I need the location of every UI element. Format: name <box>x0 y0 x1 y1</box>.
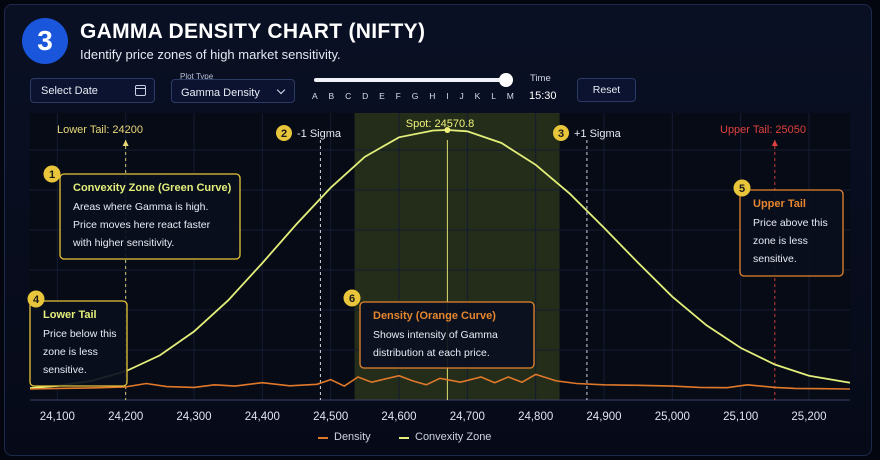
time-slider-handle[interactable] <box>499 73 513 87</box>
legend-convexity-label: Convexity Zone <box>415 431 492 443</box>
slider-tick-c[interactable]: C <box>345 91 352 101</box>
x-tick-label: 24,800 <box>518 411 553 423</box>
reference-label: Spot: 24570.8 <box>406 118 475 130</box>
callout-box <box>29 300 128 387</box>
callout-title: Density (Orange Curve) <box>373 310 496 322</box>
page-subtitle: Identify price zones of high market sens… <box>80 47 341 62</box>
reset-button[interactable]: Reset <box>577 78 636 102</box>
slider-tick-l[interactable]: L <box>491 91 496 101</box>
time-slider-track[interactable] <box>314 78 508 82</box>
callout-box <box>359 301 535 369</box>
callout-badge-number: 1 <box>49 169 55 181</box>
callout-badge <box>343 289 361 307</box>
callout-badge-number: 6 <box>349 293 355 305</box>
callout-badge-number: 5 <box>739 183 745 195</box>
page-title: GAMMA DENSITY CHART (NIFTY) <box>80 20 426 43</box>
callout-line: Price below this <box>43 328 117 340</box>
reference-label: +1 Sigma <box>574 128 622 140</box>
time-value: 15:30 <box>529 90 557 102</box>
slider-tick-b[interactable]: B <box>328 91 335 101</box>
date-picker-input[interactable]: Select Date <box>30 78 155 103</box>
x-tick-label: 24,200 <box>108 411 143 423</box>
callout-line: with higher sensitivity. <box>72 237 174 249</box>
reference-label: Lower Tail: 24200 <box>57 124 143 136</box>
plot-type-select[interactable]: Gamma Density <box>171 79 295 103</box>
callout-badge <box>43 165 61 183</box>
plot-type-label: Plot Type <box>180 72 214 81</box>
slider-tick-h[interactable]: H <box>429 91 436 101</box>
callout-line: sensitive. <box>43 364 87 376</box>
convexity-curve <box>29 129 851 390</box>
callout-title: Convexity Zone (Green Curve) <box>73 182 232 194</box>
x-tick-label: 24,100 <box>40 411 75 423</box>
marker-number: 2 <box>281 128 287 140</box>
spot-point <box>444 127 451 133</box>
x-tick-label: 24,700 <box>450 411 485 423</box>
slider-tick-a[interactable]: A <box>312 91 318 101</box>
x-tick-label: 24,400 <box>245 411 280 423</box>
slider-tick-g[interactable]: G <box>411 91 419 101</box>
x-tick-label: 25,200 <box>791 411 826 423</box>
reference-label: Upper Tail: 25050 <box>720 124 806 136</box>
lower-tail-arrow <box>122 140 129 146</box>
callout-line: zone is less <box>753 235 808 247</box>
slider-tick-m[interactable]: M <box>506 91 514 101</box>
time-label: Time <box>530 73 551 84</box>
marker-circle <box>553 125 569 141</box>
calendar-icon[interactable] <box>135 85 146 96</box>
date-placeholder: Select Date <box>41 85 98 97</box>
slider-tick-f[interactable]: F <box>395 91 401 101</box>
x-tick-label: 25,000 <box>655 411 690 423</box>
legend-convexity-swatch <box>399 437 409 439</box>
x-tick-label: 24,600 <box>381 411 416 423</box>
slider-tick-j[interactable]: J <box>459 91 464 101</box>
slider-tick-k[interactable]: K <box>474 91 481 101</box>
callout-line: Price above this <box>753 217 828 229</box>
callout-box <box>59 173 241 260</box>
slider-tick-d[interactable]: D <box>362 91 369 101</box>
step-badge: 3 <box>22 18 68 64</box>
callout-line: Shows intensity of Gamma <box>373 329 498 341</box>
callout-box <box>739 189 844 277</box>
callout-line: sensitive. <box>753 253 797 265</box>
callout-line: zone is less <box>43 346 98 358</box>
callout-title: Upper Tail <box>753 198 806 210</box>
legend-density-label: Density <box>334 431 371 443</box>
plot-type-value: Gamma Density <box>181 87 260 99</box>
x-tick-label: 24,300 <box>176 411 211 423</box>
density-curve <box>29 373 851 390</box>
x-tick-label: 24,900 <box>586 411 621 423</box>
callout-line: Areas where Gamma is high. <box>73 201 208 213</box>
legend-density-swatch <box>318 437 328 439</box>
upper-tail-arrow <box>771 140 778 146</box>
callout-line: Price moves here react faster <box>73 219 211 231</box>
reference-label: -1 Sigma <box>297 128 342 140</box>
x-tick-label: 25,100 <box>723 411 758 423</box>
callout-badge <box>733 179 751 197</box>
x-tick-label: 24,500 <box>313 411 348 423</box>
callout-title: Lower Tail <box>43 309 97 321</box>
slider-tick-i[interactable]: I <box>446 91 449 101</box>
slider-tick-e[interactable]: E <box>379 91 385 101</box>
callout-line: distribution at each price. <box>373 347 490 359</box>
callout-badge <box>27 290 45 308</box>
marker-circle <box>276 125 292 141</box>
marker-number: 3 <box>558 128 564 140</box>
callout-badge-number: 4 <box>33 294 40 306</box>
